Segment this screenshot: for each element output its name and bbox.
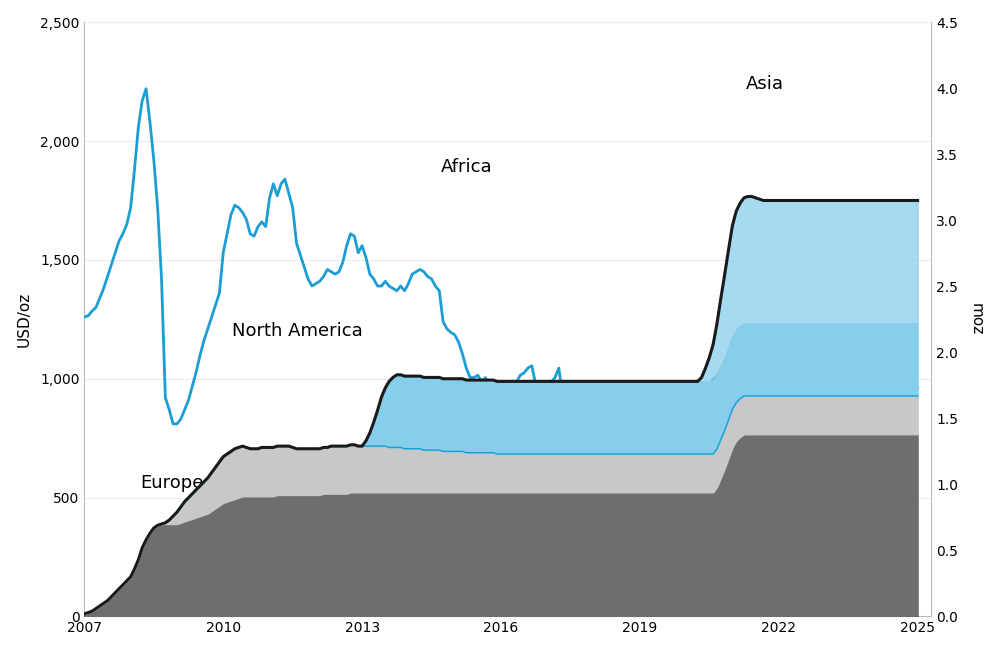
Y-axis label: USD/oz: USD/oz	[17, 291, 32, 347]
Text: North America: North America	[232, 322, 363, 340]
Y-axis label: moz: moz	[968, 303, 983, 335]
Text: Asia: Asia	[746, 75, 784, 93]
Text: Africa: Africa	[441, 158, 492, 176]
Text: Europe: Europe	[140, 474, 203, 492]
